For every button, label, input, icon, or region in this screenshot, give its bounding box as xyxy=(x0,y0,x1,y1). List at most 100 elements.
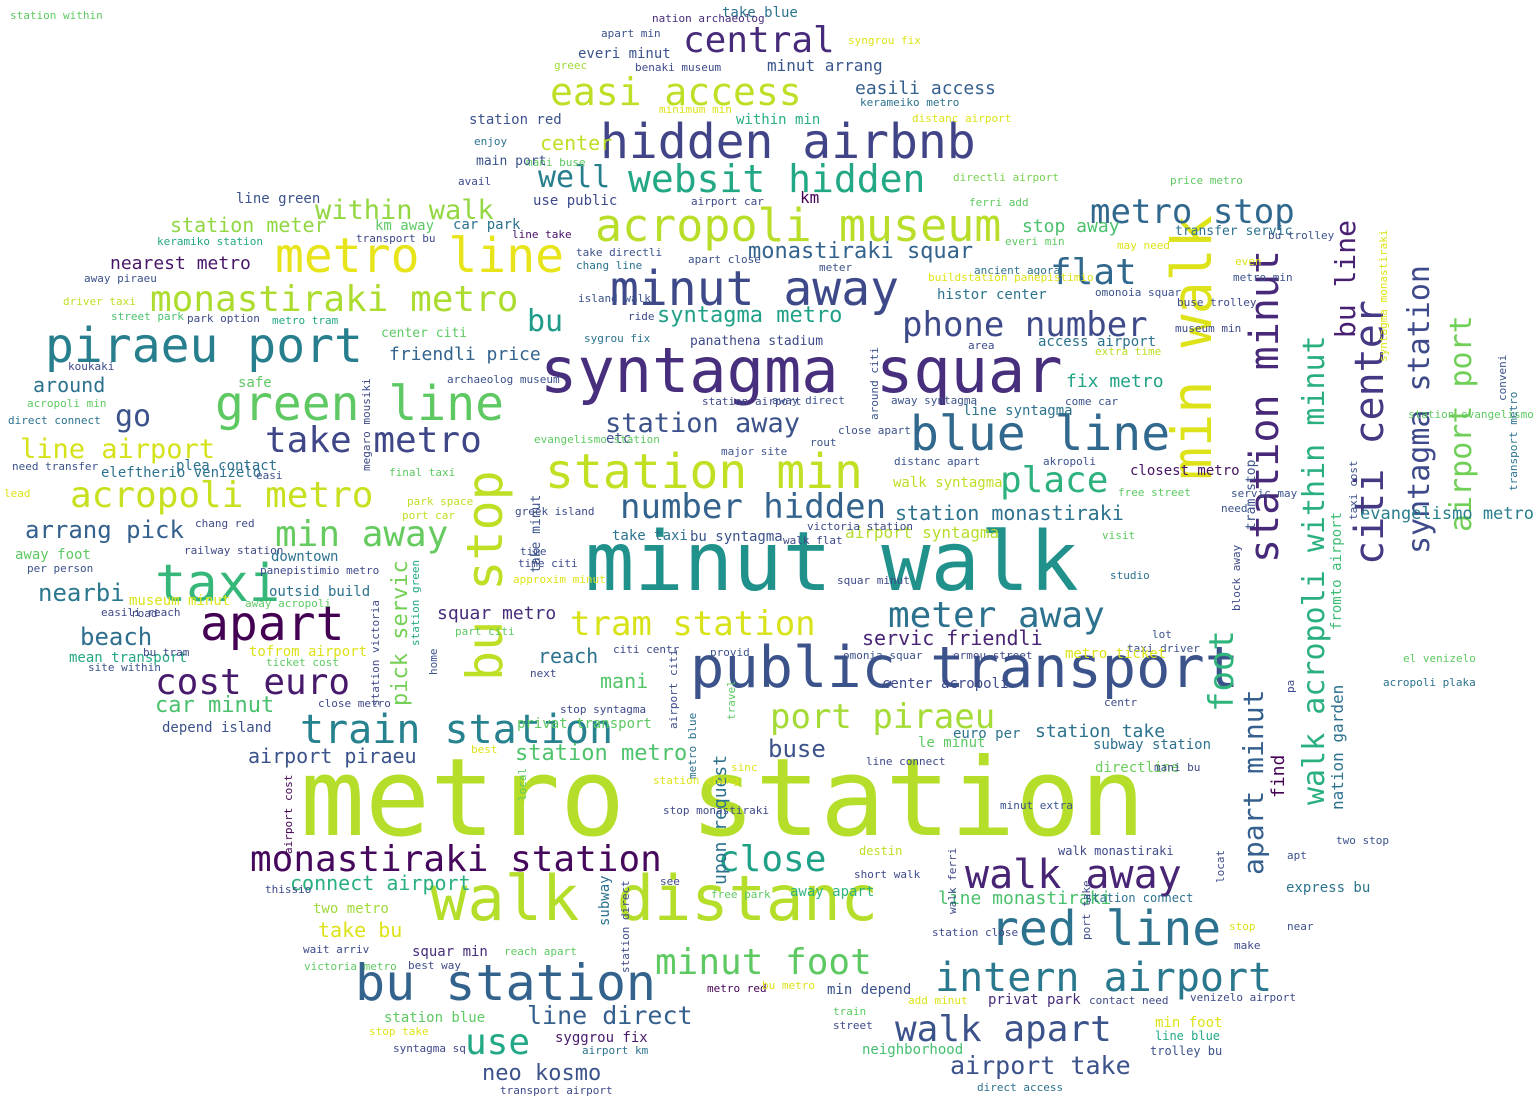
word-walk-flat: walk flat xyxy=(783,534,843,547)
word-mean-transport: mean transport xyxy=(69,650,188,666)
word-around-citi: around citi xyxy=(868,347,881,420)
word-sygrou-fix: sygrou fix xyxy=(584,332,651,345)
word-station-chang: station chang xyxy=(653,774,740,787)
word-travel: travel xyxy=(725,680,738,720)
word-omonia-squar: omonia squar xyxy=(843,649,923,662)
word-center-acropoli: center acropoli xyxy=(882,676,1009,692)
word-direct-connect: direct connect xyxy=(8,414,101,427)
word-close-apart: close apart xyxy=(838,424,911,437)
word-bu-station: bu station xyxy=(355,954,657,1012)
word-may-need: may need xyxy=(1117,239,1170,252)
word-apart-min: apart min xyxy=(601,27,661,40)
word-transport-metro: transport metro xyxy=(1507,391,1520,491)
word-take-taxi: take taxi xyxy=(612,528,688,544)
word-museum-min: museum min xyxy=(1175,322,1242,335)
word-monastiraki-metro: monastiraki metro xyxy=(150,279,519,320)
word-add-minut: add minut xyxy=(908,994,968,1007)
word-close-metro: close metro xyxy=(318,697,391,710)
word-car-park: car park xyxy=(453,217,521,233)
word-taxi-driver: taxi driver xyxy=(1127,642,1200,655)
word-beach: beach xyxy=(80,623,153,651)
word-park-space: park space xyxy=(407,495,474,508)
word-station-direct: station direct xyxy=(619,880,632,973)
word-nearest-metro: nearest metro xyxy=(110,253,251,274)
word-airport-car: airport car xyxy=(691,195,764,208)
word-taxi-cost: taxi cost xyxy=(1347,460,1360,520)
word-bu-line: bu line xyxy=(1329,219,1362,338)
word-airport-take: airport take xyxy=(950,1051,1131,1080)
word-train: train xyxy=(833,1005,867,1018)
word-museum-minut: museum minut xyxy=(129,593,231,609)
word-home: home xyxy=(427,648,440,676)
word-km-away: km away xyxy=(375,218,435,234)
word-el-venizelo: el venizelo xyxy=(1403,652,1476,665)
word-megaro-mousiki: megaro mousiki xyxy=(360,378,373,471)
word-station-min: station min xyxy=(545,444,863,500)
word-evangelismo-station: evangelismo station xyxy=(534,433,660,446)
word-express-bu: express bu xyxy=(1286,880,1371,896)
word-buse: buse xyxy=(768,735,826,763)
word-closest-metro: closest metro xyxy=(1130,463,1240,479)
word-station-within: station within xyxy=(10,9,103,22)
word-away-acropoli: away acropoli xyxy=(245,597,332,610)
word-airport-citi: airport citi xyxy=(667,649,680,729)
word-center-citi: center citi xyxy=(381,326,468,341)
word-use: use xyxy=(465,1022,531,1063)
word-connect-airport: connect airport xyxy=(290,871,471,895)
word-lot: lot xyxy=(1152,628,1172,641)
word-acropoli-plaka: acropoli plaka xyxy=(1383,676,1476,689)
word-even: even xyxy=(1235,255,1262,268)
word-ferri-add: ferri add xyxy=(969,196,1029,209)
word-major-site: major site xyxy=(721,445,788,458)
word-stop-syntagma: stop syntagma xyxy=(560,703,647,716)
word-thissio: thissio xyxy=(265,883,312,896)
word-well: well xyxy=(538,160,611,195)
word-piraeu-port: piraeu port xyxy=(45,318,363,374)
word-metro-tram: metro tram xyxy=(272,314,339,327)
word-metro-red: metro red xyxy=(707,982,767,995)
word-syntagma-squar: syntagma squar xyxy=(540,334,1063,407)
word-neighborhood: neighborhood xyxy=(862,1042,964,1058)
word-everi-minut: everi minut xyxy=(578,46,671,62)
word-approxim-minut: approxim minut xyxy=(513,573,606,586)
word-victoria-metro: victoria metro xyxy=(304,960,397,973)
word-direct-access: direct access xyxy=(977,1081,1064,1094)
word-safe: safe xyxy=(238,375,272,391)
word-take-bu: take bu xyxy=(318,918,403,942)
word-bu-syntagma: bu syntagma xyxy=(690,529,783,545)
word-airport-syntagma: airport syntagma xyxy=(845,523,1000,542)
word-syntagma-sq: syntagma sq xyxy=(393,1042,466,1055)
word-driver-taxi: driver taxi xyxy=(63,295,136,308)
word-walk-apart: walk apart xyxy=(895,1009,1112,1050)
word-studio: studio xyxy=(1110,569,1150,582)
word-servic-friendli: servic friendli xyxy=(862,626,1043,650)
word-syntagma-monastiraki: syntagma monastiraki xyxy=(1377,229,1390,362)
word-minut-away: minut away xyxy=(610,261,899,317)
word-final-taxi: final taxi xyxy=(389,466,456,479)
word-red-line: red line xyxy=(990,901,1222,957)
word-squar-metro: squar metro xyxy=(437,603,557,624)
word-contact-need: contact need xyxy=(1089,994,1169,1007)
word-plea-contact: plea contact xyxy=(176,458,278,474)
word-depend-island: depend island xyxy=(162,720,272,736)
word-acropoli-min: acropoli min xyxy=(27,397,107,410)
word-trolley-bu: trolley bu xyxy=(1150,1044,1223,1058)
word-meter-away: meter away xyxy=(888,595,1105,636)
word-walk-acropoli-within-minut: walk acropoli within minut xyxy=(1297,335,1332,805)
word-station-green: station green xyxy=(409,559,422,646)
word-wait-arriv: wait arriv xyxy=(303,943,370,956)
word-walk-ferri: walk ferri xyxy=(946,847,959,914)
word-airport-cost: airport cost xyxy=(282,774,295,854)
word-easi: easi xyxy=(256,469,283,482)
word-stop-monastiraki: stop monastiraki xyxy=(663,804,769,817)
word-km: km xyxy=(800,188,820,207)
word-need-transfer: need transfer xyxy=(12,460,99,473)
word-victoria-station: victoria station xyxy=(807,520,913,533)
word-histor-center: histor center xyxy=(937,287,1047,303)
word-ancient-agora: ancient agora xyxy=(974,264,1061,277)
word-min-walk: min walk xyxy=(1160,215,1224,480)
word-airport-km: airport km xyxy=(582,1044,649,1057)
word-car-minut: car minut xyxy=(155,693,275,718)
word-greec: greec xyxy=(554,59,588,72)
word-chang-red: chang red xyxy=(195,517,255,530)
